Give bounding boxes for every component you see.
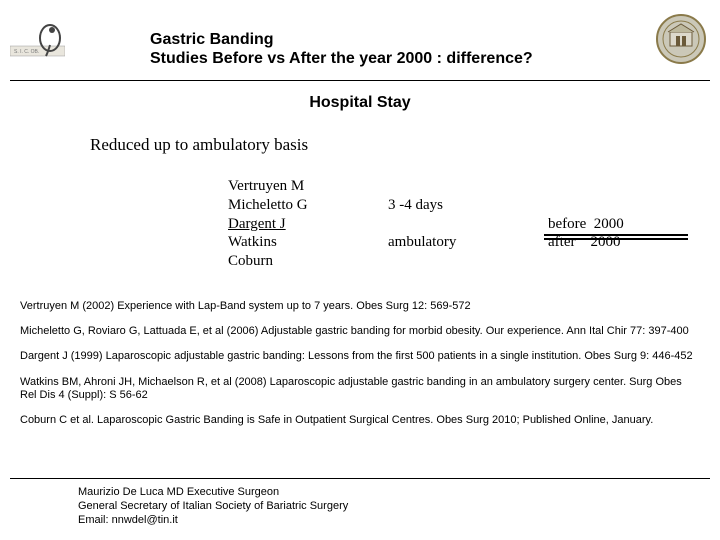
subheading: Reduced up to ambulatory basis	[90, 135, 308, 155]
period-cell	[548, 252, 668, 271]
title-block: Gastric Banding Studies Before vs After …	[150, 30, 533, 68]
era-divider	[544, 232, 688, 240]
study-table: Vertruyen M Micheletto G 3 -4 days Darge…	[228, 177, 668, 271]
reference-item: Micheletto G, Roviaro G, Lattuada E, et …	[20, 325, 700, 338]
svg-text:S. I. C. OB.: S. I. C. OB.	[14, 49, 39, 55]
footer-line: Email: nnwdel@tin.it	[78, 514, 348, 528]
right-logo	[656, 14, 706, 64]
title-line-2: Studies Before vs After the year 2000 : …	[150, 49, 533, 68]
author-cell: Micheletto G	[228, 196, 388, 215]
title-line-1: Gastric Banding	[150, 30, 533, 49]
value-cell	[388, 177, 548, 196]
footer-line: Maurizio De Luca MD Executive Surgeon	[78, 486, 348, 500]
author-cell: Dargent J	[228, 215, 388, 234]
author-cell: Coburn	[228, 252, 388, 271]
value-cell: 3 -4 days	[388, 196, 548, 215]
references: Vertruyen M (2002) Experience with Lap-B…	[20, 300, 700, 439]
subtitle: Hospital Stay	[0, 94, 720, 112]
left-logo: S. I. C. OB.	[10, 20, 65, 60]
footer-line: General Secretary of Italian Society of …	[78, 500, 348, 514]
reference-item: Vertruyen M (2002) Experience with Lap-B…	[20, 300, 700, 313]
author-cell: Watkins	[228, 233, 388, 252]
top-divider	[10, 80, 710, 81]
period-cell	[548, 196, 668, 215]
value-cell	[388, 215, 548, 234]
reference-item: Dargent J (1999) Laparoscopic adjustable…	[20, 350, 700, 363]
bottom-divider	[10, 478, 710, 479]
footer: Maurizio De Luca MD Executive Surgeon Ge…	[78, 486, 348, 527]
reference-item: Watkins BM, Ahroni JH, Michaelson R, et …	[20, 376, 700, 402]
author-cell: Vertruyen M	[228, 177, 388, 196]
reference-item: Coburn C et al. Laparoscopic Gastric Ban…	[20, 414, 700, 427]
value-cell	[388, 252, 548, 271]
value-cell: ambulatory	[388, 233, 548, 252]
period-cell: before 2000	[548, 215, 668, 234]
period-cell	[548, 177, 668, 196]
header: S. I. C. OB. Gastric Banding Studies Bef…	[0, 0, 720, 85]
